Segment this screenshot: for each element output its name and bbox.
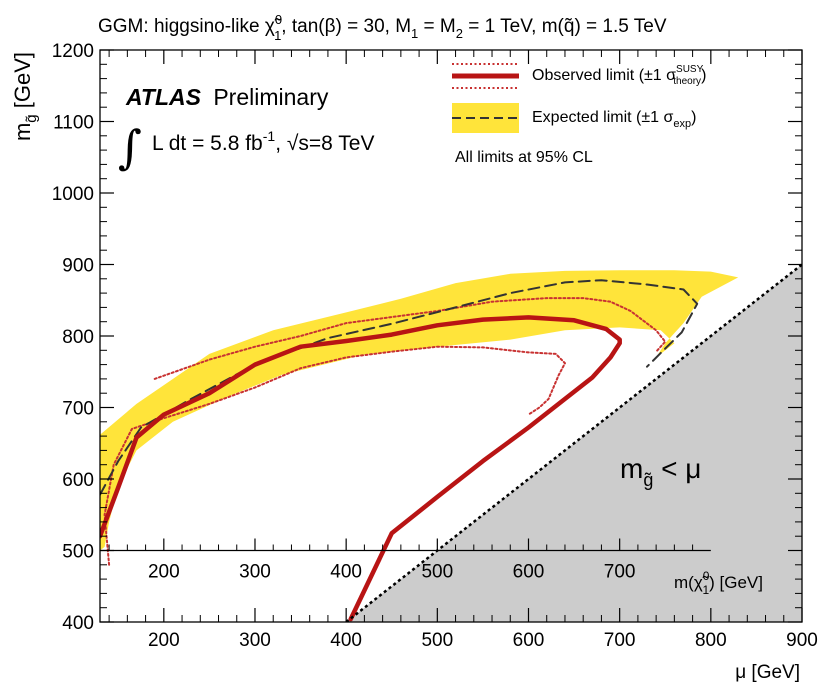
y-tick-label: 1000 bbox=[52, 184, 94, 205]
observed-plus1sigma-line bbox=[153, 297, 667, 380]
secondary-axis-label: m(χ̃0 1) [GeV] bbox=[674, 569, 763, 597]
y-tick-label: 400 bbox=[62, 613, 94, 634]
secondary-x-tick-label: 500 bbox=[421, 562, 453, 583]
expected-line bbox=[100, 279, 699, 496]
x-tick-label: 400 bbox=[330, 630, 362, 651]
legend: Observed limit (±1 σSUSY theory) Expected… bbox=[452, 63, 706, 166]
secondary-x-tick-label: 300 bbox=[239, 562, 271, 583]
x-tick-label: 900 bbox=[786, 630, 818, 651]
chart-title: GGM: higgsino-like χ̃0 1, tan(β) = 30, M1… bbox=[98, 12, 667, 43]
x-tick-label: 300 bbox=[239, 630, 271, 651]
x-tick-label: 600 bbox=[513, 630, 545, 651]
y-tick-label: 1100 bbox=[53, 113, 94, 134]
legend-expected-label: Expected limit (±1 σexp) bbox=[532, 109, 696, 130]
x-tick-label: 700 bbox=[604, 630, 636, 651]
observed-line bbox=[100, 315, 622, 622]
excluded-region-label: mg̃ < μ bbox=[620, 453, 701, 490]
x-tick-label: 500 bbox=[421, 630, 453, 651]
secondary-x-tick-label: 700 bbox=[604, 562, 636, 583]
luminosity-label: L dt = 5.8 fb-1, √s=8 TeV bbox=[152, 128, 374, 155]
x-tick-label: 200 bbox=[148, 630, 180, 651]
y-tick-label: 800 bbox=[62, 327, 94, 348]
secondary-x-tick-label: 600 bbox=[513, 562, 545, 583]
expected-band bbox=[100, 270, 739, 551]
y-tick-label: 500 bbox=[62, 542, 94, 563]
secondary-x-tick-label: 200 bbox=[148, 562, 180, 583]
legend-note: All limits at 95% CL bbox=[455, 149, 593, 166]
secondary-x-tick-label: 400 bbox=[330, 562, 362, 583]
kinematic-limit-m-gluino-eq-mu-line bbox=[345, 263, 802, 622]
integral-sign: ∫ bbox=[118, 120, 142, 174]
x-tick-label: 800 bbox=[695, 630, 727, 651]
legend-observed-label: Observed limit (±1 σSUSY theory) bbox=[532, 64, 706, 87]
atlas-label: ATLAS Preliminary bbox=[125, 84, 329, 110]
y-tick-label: 700 bbox=[62, 399, 94, 420]
y-tick-label: 1200 bbox=[52, 41, 94, 62]
y-tick-label: 600 bbox=[62, 470, 94, 491]
y-axis-label: mg̃ [GeV] bbox=[10, 52, 40, 141]
x-axis-label: μ [GeV] bbox=[735, 662, 800, 683]
y-tick-label: 900 bbox=[62, 256, 94, 277]
observed-minus1sigma-line bbox=[103, 345, 566, 566]
